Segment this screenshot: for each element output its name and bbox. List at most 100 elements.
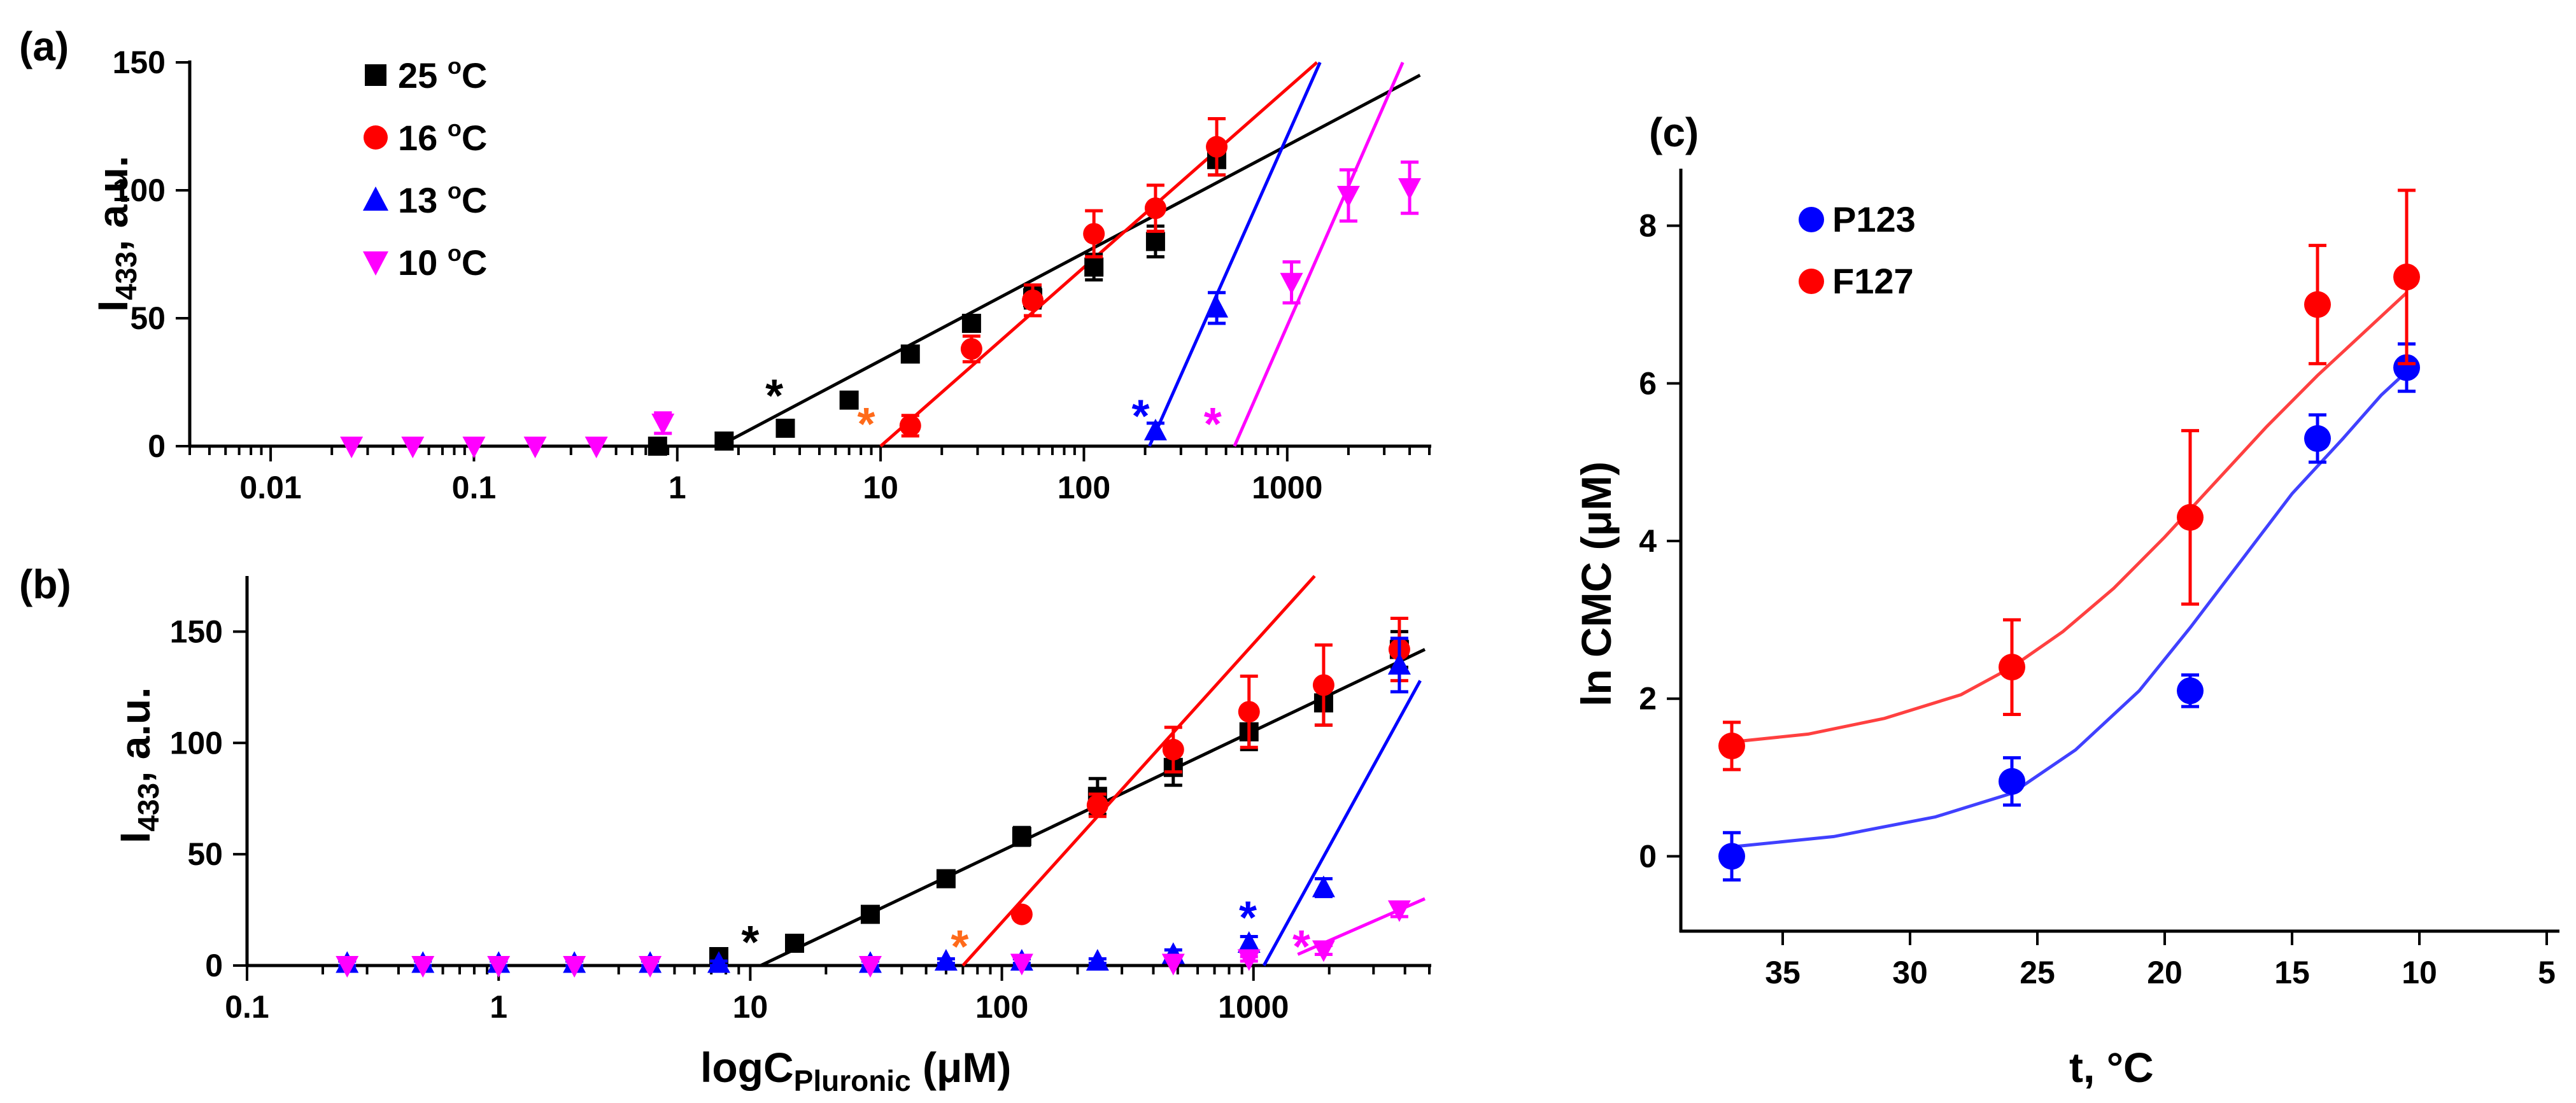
fit-curve — [1731, 370, 2408, 848]
data-point — [1084, 257, 1104, 277]
cmc-star: * — [741, 917, 759, 968]
panel-a-ylabel-sub: 433 — [110, 251, 143, 300]
data-point — [1718, 732, 1745, 759]
legend-unit-sup: o — [448, 115, 462, 141]
panel-b-x-ticks: 0.1 1 10 100 1000 — [225, 966, 1431, 1025]
fit-line — [718, 73, 1421, 448]
cmc-star: * — [951, 922, 968, 973]
data-point — [858, 956, 882, 978]
legend-label: F127 — [1832, 261, 1914, 301]
x-tick-label: 25 — [2020, 955, 2055, 990]
cmc-star: * — [1204, 399, 1222, 450]
x-tick-label: 10 — [733, 989, 768, 1025]
y-tick-label: 4 — [1639, 523, 1657, 559]
legend-label: 13 oC — [398, 178, 487, 220]
fit-curve — [1731, 292, 2408, 744]
x-tick-label: 0.1 — [225, 989, 269, 1025]
data-point — [2177, 503, 2204, 531]
data-point — [523, 437, 547, 458]
legend-marker — [1799, 207, 1824, 232]
legend-unit: C — [462, 55, 487, 95]
legend-label: 16 oC — [398, 115, 487, 158]
panel-b-y-axis-label: I433, a.u. — [111, 687, 165, 843]
legend-marker — [1799, 269, 1824, 294]
panel-b-ylabel-sub: 433 — [132, 783, 165, 832]
data-point — [2304, 291, 2331, 318]
legend-marker — [363, 186, 388, 211]
legend-label: 25 oC — [398, 53, 487, 95]
legend-unit: C — [462, 180, 487, 220]
data-point — [1238, 701, 1260, 723]
y-tick-label: 8 — [1639, 208, 1657, 244]
data-point — [1144, 197, 1166, 220]
x-tick-label: 0.1 — [452, 470, 497, 505]
data-point — [487, 956, 511, 978]
panel-b-data-points — [336, 616, 1411, 978]
data-point — [1022, 289, 1044, 311]
x-tick-label: 10 — [2402, 955, 2437, 990]
data-point — [1336, 186, 1360, 208]
panel-c-y-axis-label: ln CMC (μM) — [1573, 461, 1620, 706]
data-point — [714, 431, 734, 451]
y-tick-label: 150 — [170, 614, 223, 649]
panel-a-x-ticks: 0.01 0.1 1 10 100 1000 — [188, 446, 1431, 505]
x-tick-label: 35 — [1765, 955, 1801, 990]
data-point — [1237, 949, 1261, 971]
panel-c: (c) 0 2 4 6 8 35 30 25 20 15 10 5 ln CMC (μM) t, °… — [1573, 109, 2559, 1091]
panel-a: (a) 0 50 100 150 0.01 0.1 1 10 100 1000 * * * * I43… — [19, 24, 1431, 505]
data-point — [336, 956, 359, 978]
data-point — [584, 437, 608, 458]
data-point — [1999, 768, 2025, 795]
panel-b-y-ticks: 0 50 100 150 — [170, 614, 247, 983]
data-point — [1143, 418, 1167, 440]
y-tick-label: 100 — [113, 172, 166, 208]
legend-unit: C — [462, 118, 487, 158]
x-tick-label: 5 — [2538, 955, 2556, 990]
panel-c-x-ticks: 35 30 25 20 15 10 5 — [1765, 931, 2556, 990]
x-tick-label: 100 — [1058, 470, 1110, 505]
legend-unit-sup: o — [448, 178, 462, 204]
panel-a-label: (a) — [19, 24, 69, 69]
x-tick-label: 100 — [975, 989, 1028, 1025]
y-tick-label: 0 — [205, 948, 223, 983]
panel-b-ylabel-main: I — [111, 832, 159, 843]
cmc-star: * — [1292, 922, 1310, 973]
cmc-star: * — [1239, 893, 1257, 944]
panel-b-x-axis-label: logCPluronic (μM) — [700, 1044, 1011, 1097]
data-point — [648, 437, 667, 456]
data-point — [839, 390, 859, 410]
panel-b-xlabel-sub: Pluronic — [794, 1064, 911, 1097]
fit-line — [1233, 61, 1405, 447]
data-point — [2393, 354, 2420, 381]
data-point — [340, 437, 364, 458]
panel-b-xlabel-main: logC — [700, 1044, 794, 1091]
panel-a-ylabel-main: I — [89, 300, 136, 312]
data-point — [639, 956, 662, 978]
x-tick-label: 10 — [863, 470, 898, 505]
data-point — [1387, 652, 1411, 675]
data-point — [961, 314, 981, 334]
panel-a-y-ticks: 0 50 100 150 — [113, 45, 190, 464]
legend-unit-sup: o — [448, 240, 462, 266]
legend-label: 10 oC — [398, 240, 487, 283]
data-point — [1237, 931, 1261, 953]
panel-b-cmc-markers: * * * * — [741, 893, 1310, 973]
cmc-star: * — [1131, 391, 1149, 442]
x-tick-label: 30 — [1892, 955, 1928, 990]
panel-b-ylabel-rest: , a.u. — [111, 687, 159, 783]
data-point — [960, 338, 982, 360]
y-tick-label: 6 — [1639, 365, 1657, 401]
data-point — [1162, 738, 1184, 761]
data-point — [936, 869, 956, 889]
y-tick-label: 0 — [148, 428, 166, 464]
data-point — [1010, 903, 1033, 925]
data-point — [1398, 178, 1422, 200]
data-point — [651, 413, 675, 435]
data-point — [1718, 843, 1745, 870]
x-tick-label: 20 — [2147, 955, 2183, 990]
panel-a-y-axis-label: I433, a.u. — [89, 156, 143, 312]
data-point — [2304, 425, 2331, 453]
data-point — [934, 949, 958, 971]
data-point — [900, 344, 920, 364]
panel-c-data-points — [1718, 188, 2420, 882]
